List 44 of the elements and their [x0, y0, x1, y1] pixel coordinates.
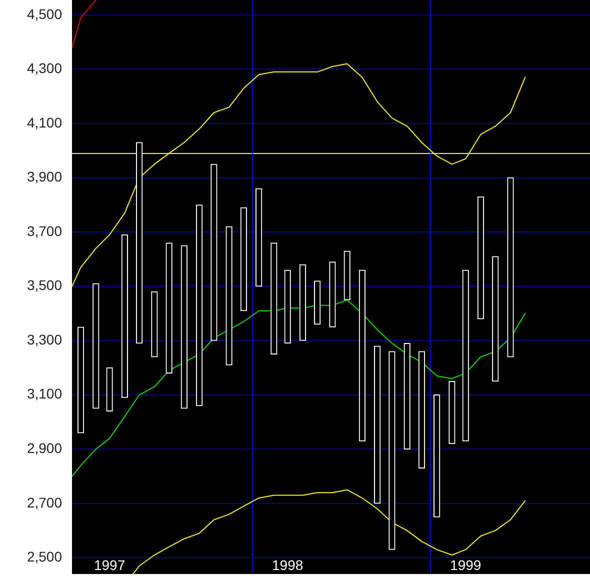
- candlestick: [374, 346, 381, 504]
- candlestick: [210, 164, 218, 341]
- y-tick-label: 2,900: [26, 440, 62, 456]
- candlestick: [492, 256, 499, 382]
- candlestick: [388, 351, 396, 550]
- candlestick: [166, 242, 172, 374]
- candlestick: [344, 250, 350, 300]
- candlestick: [196, 204, 203, 406]
- candlestick: [434, 394, 440, 518]
- candlestick: [92, 283, 100, 409]
- candlestick: [299, 264, 306, 341]
- y-tick-label: 2,700: [26, 494, 62, 510]
- y-tick-label: 3,300: [26, 331, 62, 348]
- candlestick: [106, 367, 113, 412]
- x-tick-label: 1999: [450, 556, 482, 573]
- y-tick-label: 4,500: [26, 6, 62, 22]
- x-tick-label: 1997: [94, 556, 126, 573]
- candlestick: [121, 234, 128, 398]
- candlestick: [448, 380, 456, 444]
- candlestick: [418, 351, 426, 468]
- candlestick: [255, 188, 262, 287]
- candlestick: [358, 270, 366, 442]
- candlestick: [462, 270, 469, 442]
- candlestick: [477, 196, 484, 320]
- y-tick-label: 2,500: [26, 548, 62, 565]
- candlestick: [314, 280, 321, 325]
- candlestick: [180, 245, 188, 409]
- candlestick: [240, 207, 248, 312]
- y-tick-label: 3,700: [26, 222, 62, 239]
- candlestick: [404, 342, 410, 450]
- y-tick-label: 3,100: [26, 386, 62, 402]
- y-tick-label: 4,300: [26, 60, 62, 76]
- y-tick-label: 3,500: [26, 277, 62, 294]
- candlestick: [507, 177, 514, 358]
- candlestick: [136, 142, 143, 344]
- candlestick: [77, 326, 84, 434]
- candlestick: [226, 226, 232, 366]
- x-tick-label: 1998: [272, 556, 304, 573]
- candlestick: [270, 242, 278, 354]
- y-tick-label: 4,100: [26, 114, 62, 130]
- candlestick: [284, 270, 291, 344]
- candlestick: [329, 262, 336, 328]
- y-tick-label: 3,900: [26, 168, 62, 185]
- candlestick: [151, 291, 158, 358]
